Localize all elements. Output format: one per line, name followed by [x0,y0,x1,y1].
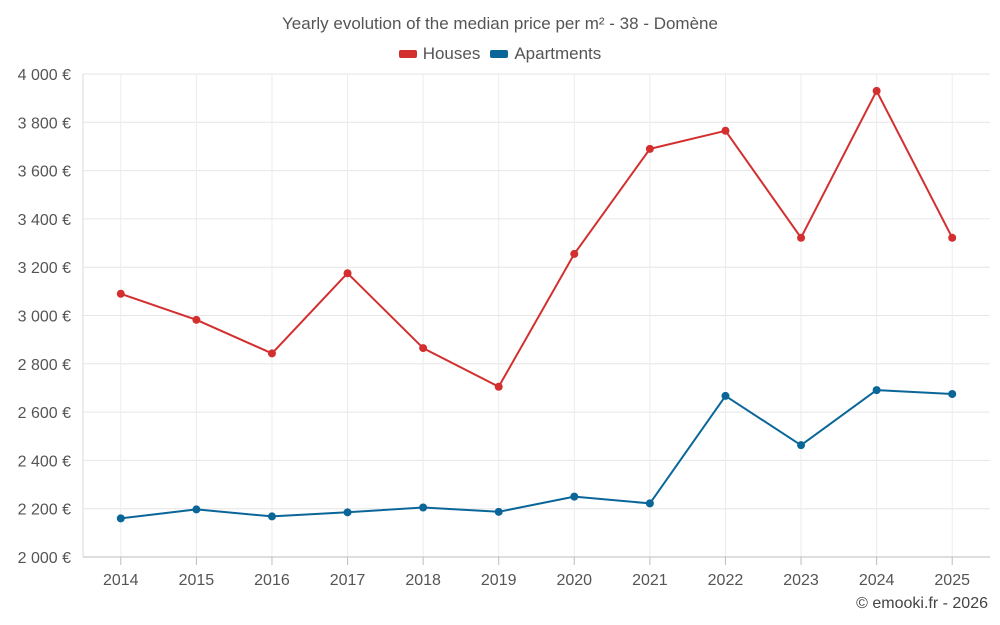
x-tick-label: 2018 [405,572,441,589]
x-tick: 2020 [556,572,592,589]
legend-swatch-apartments [490,50,509,58]
data-point-houses[interactable] [948,233,957,242]
y-tick: 2 800 € [18,357,71,374]
x-tick: 2021 [632,572,668,589]
x-tick: 2014 [103,572,139,589]
chart-legend: Houses Apartments [0,44,1000,64]
data-point-houses[interactable] [494,382,503,391]
data-point-houses[interactable] [116,289,125,298]
y-tick: 2 600 € [18,405,71,422]
legend-item-houses[interactable]: Houses [398,44,481,64]
y-tick: 2 000 € [18,550,71,567]
y-tick: 2 200 € [18,502,71,519]
data-point-houses[interactable] [721,126,730,135]
data-point-houses[interactable] [645,144,654,153]
chart-title: Yearly evolution of the median price per… [282,14,718,33]
data-point-houses[interactable] [343,269,352,278]
data-point-apartments[interactable] [645,499,654,508]
x-tick: 2023 [783,572,819,589]
data-point-apartments[interactable] [419,503,428,512]
data-point-apartments[interactable] [116,514,125,523]
y-tick: 3 800 € [18,115,71,132]
x-tick-label: 2015 [179,572,215,589]
data-point-houses[interactable] [872,86,881,95]
data-point-houses[interactable] [192,315,201,324]
series-line-apartments [120,389,953,520]
x-tick: 2024 [859,572,895,589]
y-tick-label: 3 200 € [18,260,71,277]
x-tick-label: 2023 [783,572,819,589]
y-tick-label: 3 800 € [18,115,71,132]
x-tick-label: 2017 [330,572,366,589]
x-tick-label: 2025 [934,572,970,589]
series-line-houses [120,89,954,388]
y-tick-label: 2 200 € [18,502,71,519]
data-point-houses[interactable] [419,344,428,353]
y-tick-label: 2 000 € [18,550,71,567]
x-tick: 2019 [481,572,517,589]
y-tick-label: 2 600 € [18,405,71,422]
x-tick: 2016 [254,572,290,589]
x-tick: 2017 [330,572,366,589]
x-tick: 2025 [934,572,970,589]
x-tick-label: 2019 [481,572,517,589]
y-tick: 3 200 € [18,260,71,277]
data-point-apartments[interactable] [570,492,579,501]
data-point-houses[interactable] [797,233,806,242]
y-tick: 4 000 € [18,67,71,84]
legend-swatch-houses [398,50,417,58]
y-tick: 3 600 € [18,164,71,181]
data-point-apartments[interactable] [797,441,806,450]
data-point-apartments[interactable] [343,508,352,517]
y-tick-label: 2 800 € [18,357,71,374]
x-tick-label: 2020 [556,572,592,589]
x-tick: 2015 [179,572,215,589]
data-point-houses[interactable] [267,349,276,358]
y-tick: 3 000 € [18,309,71,326]
y-tick-label: 2 400 € [18,453,71,470]
data-point-apartments[interactable] [948,389,957,398]
x-tick: 2022 [708,572,744,589]
legend-label-apartments: Apartments [514,44,602,63]
x-tick-label: 2022 [708,572,744,589]
y-tick: 3 400 € [18,212,71,229]
y-tick-label: 3 600 € [18,164,71,181]
data-point-apartments[interactable] [721,391,730,400]
x-tick-label: 2024 [859,572,895,589]
y-tick: 2 400 € [18,453,71,470]
y-tick-label: 3 000 € [18,309,71,326]
data-point-apartments[interactable] [872,386,881,395]
credit-text: © emooki.fr - 2026 [856,595,988,612]
data-point-houses[interactable] [570,249,579,258]
x-tick-label: 2014 [103,572,139,589]
data-point-apartments[interactable] [192,505,201,514]
x-tick-label: 2021 [632,572,668,589]
legend-label-houses: Houses [422,44,481,63]
legend-item-apartments[interactable]: Apartments [490,44,601,64]
x-tick: 2018 [405,572,441,589]
data-point-apartments[interactable] [267,512,276,521]
y-tick-label: 3 400 € [18,212,71,229]
x-tick-label: 2016 [254,572,290,589]
data-point-apartments[interactable] [494,507,503,516]
y-tick-label: 4 000 € [18,67,71,84]
